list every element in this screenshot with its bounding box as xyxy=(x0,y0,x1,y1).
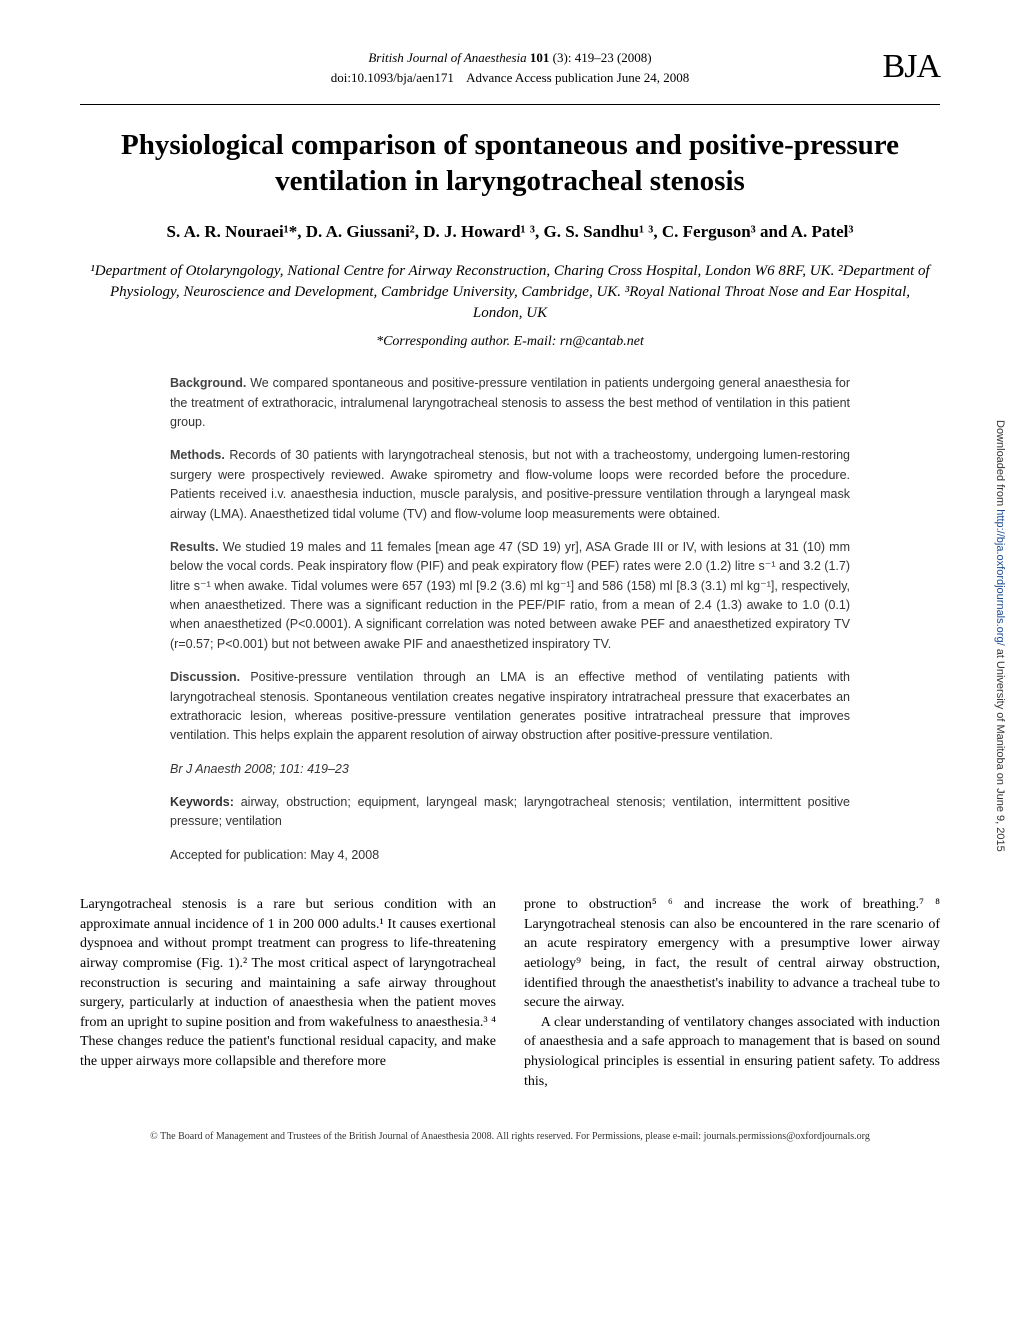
keywords-text: airway, obstruction; equipment, laryngea… xyxy=(170,795,850,828)
body-para-2: prone to obstruction⁵ ⁶ and increase the… xyxy=(524,895,940,1013)
issue: (3) xyxy=(553,50,568,65)
download-prefix: Downloaded from xyxy=(994,420,1006,509)
body-column-left: Laryngotracheal stenosis is a rare but s… xyxy=(80,895,496,1091)
abstract-methods: Methods. Records of 30 patients with lar… xyxy=(170,446,850,524)
background-label: Background. xyxy=(170,376,246,390)
body-para-3: A clear understanding of ventilatory cha… xyxy=(524,1013,940,1091)
abstract-background: Background. We compared spontaneous and … xyxy=(170,374,850,432)
affiliations: ¹Department of Otolaryngology, National … xyxy=(90,261,930,324)
methods-label: Methods. xyxy=(170,448,225,462)
journal-name: British Journal of Anaesthesia xyxy=(368,50,526,65)
body-column-right: prone to obstruction⁵ ⁶ and increase the… xyxy=(524,895,940,1091)
abstract-keywords: Keywords: airway, obstruction; equipment… xyxy=(170,793,850,832)
year: (2008) xyxy=(617,50,652,65)
volume: 101 xyxy=(530,50,550,65)
header-doi-line: doi:10.1093/bja/aen171 Advance Access pu… xyxy=(80,70,940,86)
doi: doi:10.1093/bja/aen171 xyxy=(331,70,454,85)
download-suffix: at University of Manitoba on June 9, 201… xyxy=(994,646,1006,852)
advance-access: Advance Access publication June 24, 2008 xyxy=(466,70,689,85)
copyright-footer: © The Board of Management and Trustees o… xyxy=(80,1131,940,1142)
header-rule xyxy=(80,104,940,105)
download-link[interactable]: http://bja.oxfordjournals.org/ xyxy=(994,509,1006,645)
body-para-1: Laryngotracheal stenosis is a rare but s… xyxy=(80,895,496,1071)
background-text: We compared spontaneous and positive-pre… xyxy=(170,376,850,429)
methods-text: Records of 30 patients with laryngotrach… xyxy=(170,448,850,520)
corresponding-author: *Corresponding author. E-mail: rn@cantab… xyxy=(80,334,940,350)
abstract-citation: Br J Anaesth 2008; 101: 419–23 xyxy=(170,760,850,779)
article-title: Physiological comparison of spontaneous … xyxy=(100,127,920,200)
header-meta: British Journal of Anaesthesia 101 (3): … xyxy=(80,50,940,66)
abstract-results: Results. We studied 19 males and 11 fema… xyxy=(170,538,850,654)
download-note: Downloaded from http://bja.oxfordjournal… xyxy=(994,420,1006,852)
keywords-label: Keywords: xyxy=(170,795,234,809)
abstract-discussion: Discussion. Positive-pressure ventilatio… xyxy=(170,668,850,746)
journal-logo: BJA xyxy=(883,48,940,86)
pages: 419–23 xyxy=(575,50,614,65)
results-label: Results. xyxy=(170,540,219,554)
discussion-label: Discussion. xyxy=(170,670,240,684)
body-text: Laryngotracheal stenosis is a rare but s… xyxy=(80,895,940,1091)
accepted-date: Accepted for publication: May 4, 2008 xyxy=(170,846,850,865)
results-text: We studied 19 males and 11 females [mean… xyxy=(170,540,850,651)
discussion-text: Positive-pressure ventilation through an… xyxy=(170,670,850,742)
authors: S. A. R. Nouraei¹*, D. A. Giussani², D. … xyxy=(80,220,940,244)
abstract: Background. We compared spontaneous and … xyxy=(170,374,850,865)
